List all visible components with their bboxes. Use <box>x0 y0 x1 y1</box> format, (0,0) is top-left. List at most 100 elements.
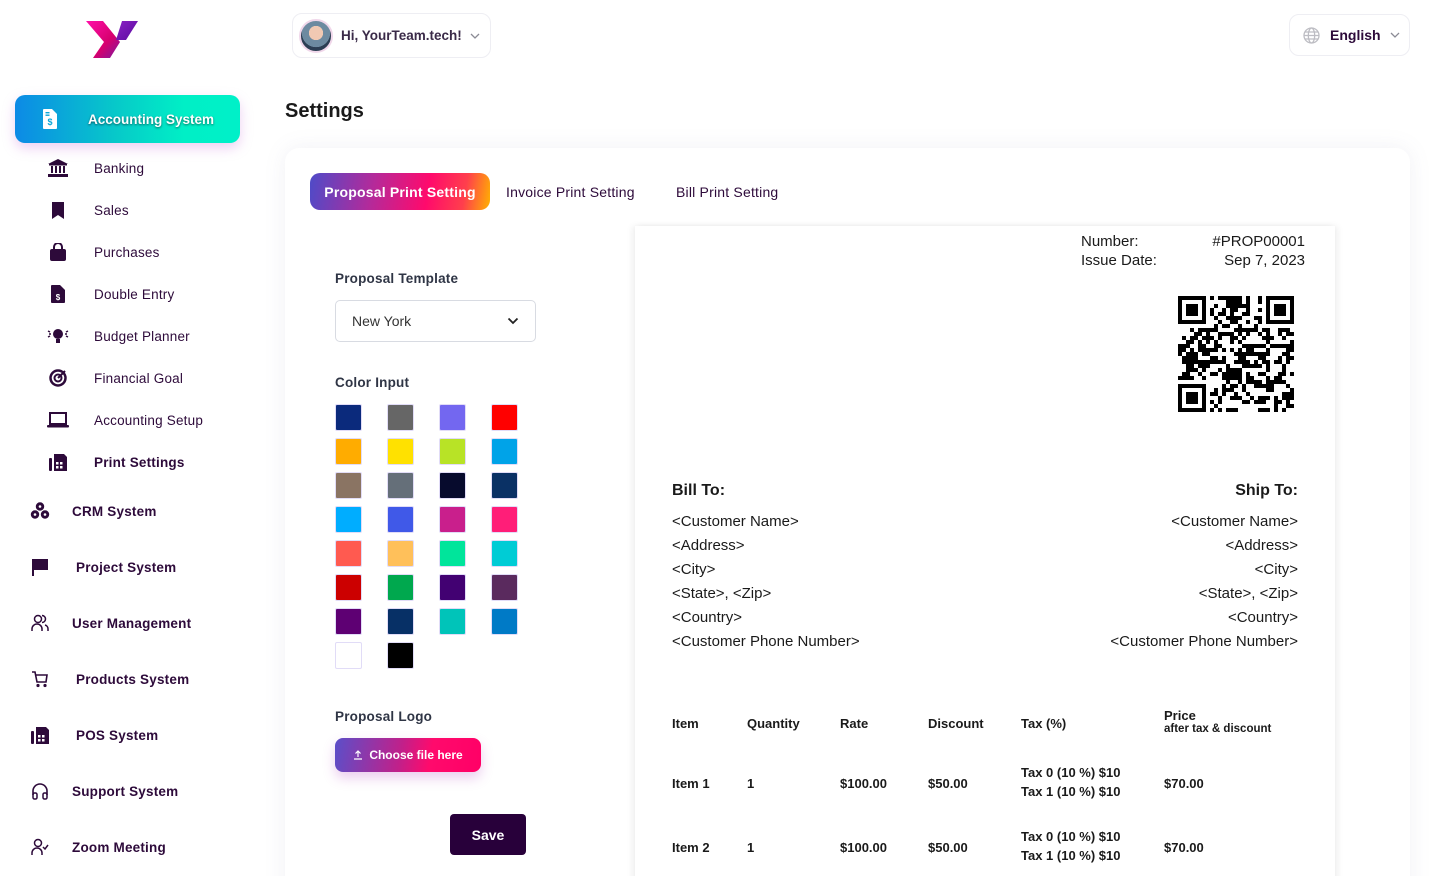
sidebar-item-label: Purchases <box>94 244 160 260</box>
bill-to-line: <Country> <box>672 609 743 626</box>
cell-discount: $50.00 <box>928 840 968 855</box>
sidebar-item-project-system[interactable]: Project System <box>22 551 247 583</box>
bill-to-line: <Customer Phone Number> <box>672 633 860 650</box>
color-swatch[interactable] <box>439 438 466 465</box>
color-swatch[interactable] <box>387 574 414 601</box>
color-swatch[interactable] <box>335 574 362 601</box>
color-swatch[interactable] <box>491 506 518 533</box>
color-swatch[interactable] <box>335 506 362 533</box>
cell-price: $70.00 <box>1164 776 1204 791</box>
color-swatch[interactable] <box>439 404 466 431</box>
color-swatch[interactable] <box>387 506 414 533</box>
color-swatch[interactable] <box>491 438 518 465</box>
color-swatch[interactable] <box>439 540 466 567</box>
color-swatch[interactable] <box>491 574 518 601</box>
language-selector[interactable]: English <box>1289 14 1410 56</box>
save-button[interactable]: Save <box>450 814 526 855</box>
shopping-bag-icon <box>40 243 76 261</box>
fax-icon <box>22 726 58 744</box>
tab-bill-print-setting[interactable]: Bill Print Setting <box>676 183 779 200</box>
color-swatch[interactable] <box>335 608 362 635</box>
settings-card: Proposal Print Setting Invoice Print Set… <box>285 148 1410 876</box>
template-select[interactable]: New York <box>335 300 536 342</box>
number-label: Number: <box>1081 233 1139 250</box>
sidebar-item-user-management[interactable]: User Management <box>22 607 247 639</box>
sidebar-item-zoom-meeting[interactable]: Zoom Meeting <box>22 831 247 863</box>
number-value: #PROP00001 <box>1212 233 1305 250</box>
color-swatch[interactable] <box>439 608 466 635</box>
color-swatch[interactable] <box>335 642 362 669</box>
template-label: Proposal Template <box>335 271 459 286</box>
color-swatch[interactable] <box>387 642 414 669</box>
sidebar-item-label: Zoom Meeting <box>72 839 166 855</box>
sidebar-item-crm-system[interactable]: CRM System <box>22 495 247 527</box>
color-swatch[interactable] <box>439 506 466 533</box>
sidebar-item-label: Banking <box>94 160 145 176</box>
bill-to-line: <State>, <Zip> <box>672 585 772 602</box>
bill-to-block: Bill To: <Customer Name> <Address> <City… <box>672 482 860 654</box>
sidebar-item-accounting-system[interactable]: $ Accounting System <box>15 95 240 143</box>
color-swatch[interactable] <box>335 404 362 431</box>
color-swatch[interactable] <box>387 540 414 567</box>
sidebar-item-financial-goal[interactable]: Financial Goal <box>40 363 240 393</box>
price-header-sub: after tax & discount <box>1164 723 1272 735</box>
color-swatch[interactable] <box>335 540 362 567</box>
tax-line: Tax 0 (10 %) $10 <box>1021 829 1121 844</box>
color-swatch[interactable] <box>491 472 518 499</box>
ship-to-line: <City> <box>1254 561 1298 578</box>
user-check-icon <box>22 838 58 856</box>
cubes-icon <box>22 502 58 520</box>
sidebar: $ Accounting System Banking Sales Purcha… <box>0 0 255 876</box>
chevron-down-icon <box>1390 32 1400 38</box>
col-header-quantity: Quantity <box>747 716 800 731</box>
sidebar-item-label: Accounting System <box>87 111 215 127</box>
sidebar-item-support-system[interactable]: Support System <box>22 775 247 807</box>
color-swatch[interactable] <box>387 438 414 465</box>
user-menu-button[interactable]: Hi, YourTeam.tech! <box>292 13 491 58</box>
page-title: Settings <box>285 100 364 122</box>
sidebar-item-print-settings[interactable]: Print Settings <box>40 447 240 477</box>
color-swatch[interactable] <box>491 540 518 567</box>
color-swatch[interactable] <box>491 608 518 635</box>
color-swatch[interactable] <box>387 472 414 499</box>
cart-icon <box>22 670 58 688</box>
tab-invoice-print-setting[interactable]: Invoice Print Setting <box>506 183 635 200</box>
color-swatch[interactable] <box>387 404 414 431</box>
color-swatch[interactable] <box>335 472 362 499</box>
sidebar-item-label: Financial Goal <box>94 370 184 386</box>
sidebar-item-accounting-setup[interactable]: Accounting Setup <box>40 405 240 435</box>
color-swatch[interactable] <box>439 574 466 601</box>
tab-proposal-print-setting[interactable]: Proposal Print Setting <box>310 173 490 210</box>
color-swatch[interactable] <box>387 608 414 635</box>
proposal-meta: Number: #PROP00001 Issue Date: Sep 7, 2023 <box>1081 232 1305 270</box>
sidebar-item-label: Print Settings <box>94 454 185 470</box>
bookmark-icon <box>40 201 76 219</box>
cell-rate: $100.00 <box>840 776 887 791</box>
sidebar-item-label: Accounting Setup <box>94 412 204 428</box>
sidebar-item-pos-system[interactable]: POS System <box>22 719 247 751</box>
users-icon <box>22 614 58 632</box>
sidebar-item-sales[interactable]: Sales <box>40 195 240 225</box>
sidebar-item-budget-planner[interactable]: Budget Planner <box>40 321 240 351</box>
color-swatch[interactable] <box>439 472 466 499</box>
template-select-value: New York <box>352 313 412 329</box>
globe-icon <box>1303 26 1320 44</box>
headphones-icon <box>22 782 58 800</box>
fax-icon <box>40 453 76 471</box>
color-swatch[interactable] <box>335 438 362 465</box>
ship-to-line: <State>, <Zip> <box>1198 585 1298 602</box>
bank-icon <box>40 159 76 177</box>
sidebar-item-label: CRM System <box>72 503 157 519</box>
ship-to-block: Ship To: <Customer Name> <Address> <City… <box>1110 482 1298 654</box>
choose-file-button[interactable]: Choose file here <box>335 738 481 772</box>
yourteam-logo-icon[interactable] <box>86 18 140 60</box>
color-swatch[interactable] <box>491 404 518 431</box>
sidebar-item-label: User Management <box>72 615 192 631</box>
cell-rate: $100.00 <box>840 840 887 855</box>
sidebar-item-banking[interactable]: Banking <box>40 153 240 183</box>
sidebar-item-purchases[interactable]: Purchases <box>40 237 240 267</box>
sidebar-item-products-system[interactable]: Products System <box>22 663 247 695</box>
sidebar-item-double-entry[interactable]: $ Double Entry <box>40 279 240 309</box>
sidebar-item-label: Project System <box>76 559 177 575</box>
cell-item: Item 1 <box>672 776 710 791</box>
